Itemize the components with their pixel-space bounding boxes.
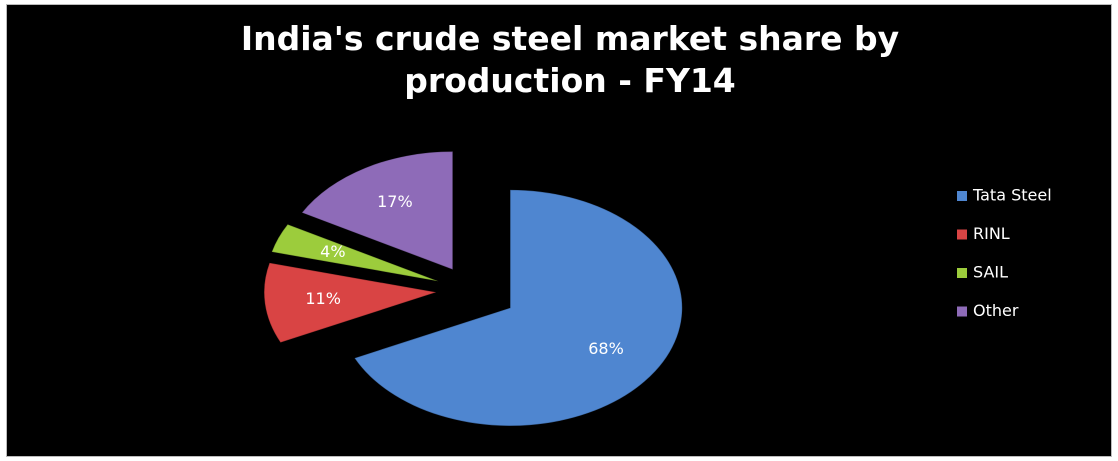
- legend-swatch: [957, 229, 967, 240]
- pie-slice: [263, 262, 437, 344]
- pie-slice: [271, 223, 439, 282]
- pie-slice: [301, 151, 454, 271]
- data-label: 68%: [588, 339, 624, 358]
- legend-swatch: [957, 306, 967, 317]
- legend-label: RINL: [973, 224, 1010, 243]
- data-label: 4%: [320, 242, 345, 261]
- legend-swatch: [957, 191, 967, 201]
- pie-slice: [353, 189, 683, 427]
- legend-swatch: [957, 268, 967, 278]
- legend-label: Tata Steel: [972, 186, 1052, 205]
- data-label: 11%: [305, 289, 341, 308]
- legend-label: Other: [973, 301, 1019, 320]
- chart-title: India's crude steel market share by prod…: [240, 19, 900, 100]
- legend-label: SAIL: [973, 263, 1008, 282]
- data-label: 17%: [377, 192, 413, 211]
